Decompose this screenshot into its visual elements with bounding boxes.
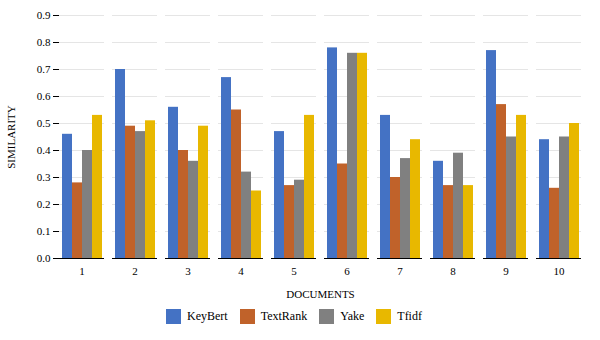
svg-text:1: 1	[79, 265, 85, 277]
svg-text:9: 9	[503, 265, 509, 277]
svg-text:5: 5	[291, 265, 297, 277]
svg-text:0.0: 0.0	[37, 252, 51, 264]
html-text:KeyBert: KeyBert	[187, 309, 228, 323]
svg-text:8: 8	[450, 265, 456, 277]
svg-text:7: 7	[397, 265, 403, 277]
svg-text:3: 3	[185, 265, 191, 277]
html-text:Tfidf: Tfidf	[397, 309, 422, 323]
svg-text:0.2: 0.2	[37, 198, 51, 210]
svg-text:0.6: 0.6	[37, 90, 51, 102]
svg-text:6: 6	[344, 265, 350, 277]
svg-text:0.7: 0.7	[37, 63, 51, 75]
svg-text:0.3: 0.3	[37, 171, 51, 183]
svg-text:4: 4	[238, 265, 244, 277]
html-text:Yake: Yake	[340, 309, 365, 323]
svg-text:0.4: 0.4	[37, 144, 51, 156]
svg-text:DOCUMENTS: DOCUMENTS	[286, 288, 354, 300]
svg-text:0.5: 0.5	[37, 117, 51, 129]
html-text:TextRank: TextRank	[260, 309, 308, 323]
svg-text:0.8: 0.8	[37, 36, 51, 48]
svg-text:0.9: 0.9	[37, 9, 51, 21]
svg-text:10: 10	[554, 265, 566, 277]
svg-text:0.1: 0.1	[37, 225, 51, 237]
svg-text:2: 2	[132, 265, 138, 277]
svg-text:SIMILARITY: SIMILARITY	[5, 105, 17, 169]
